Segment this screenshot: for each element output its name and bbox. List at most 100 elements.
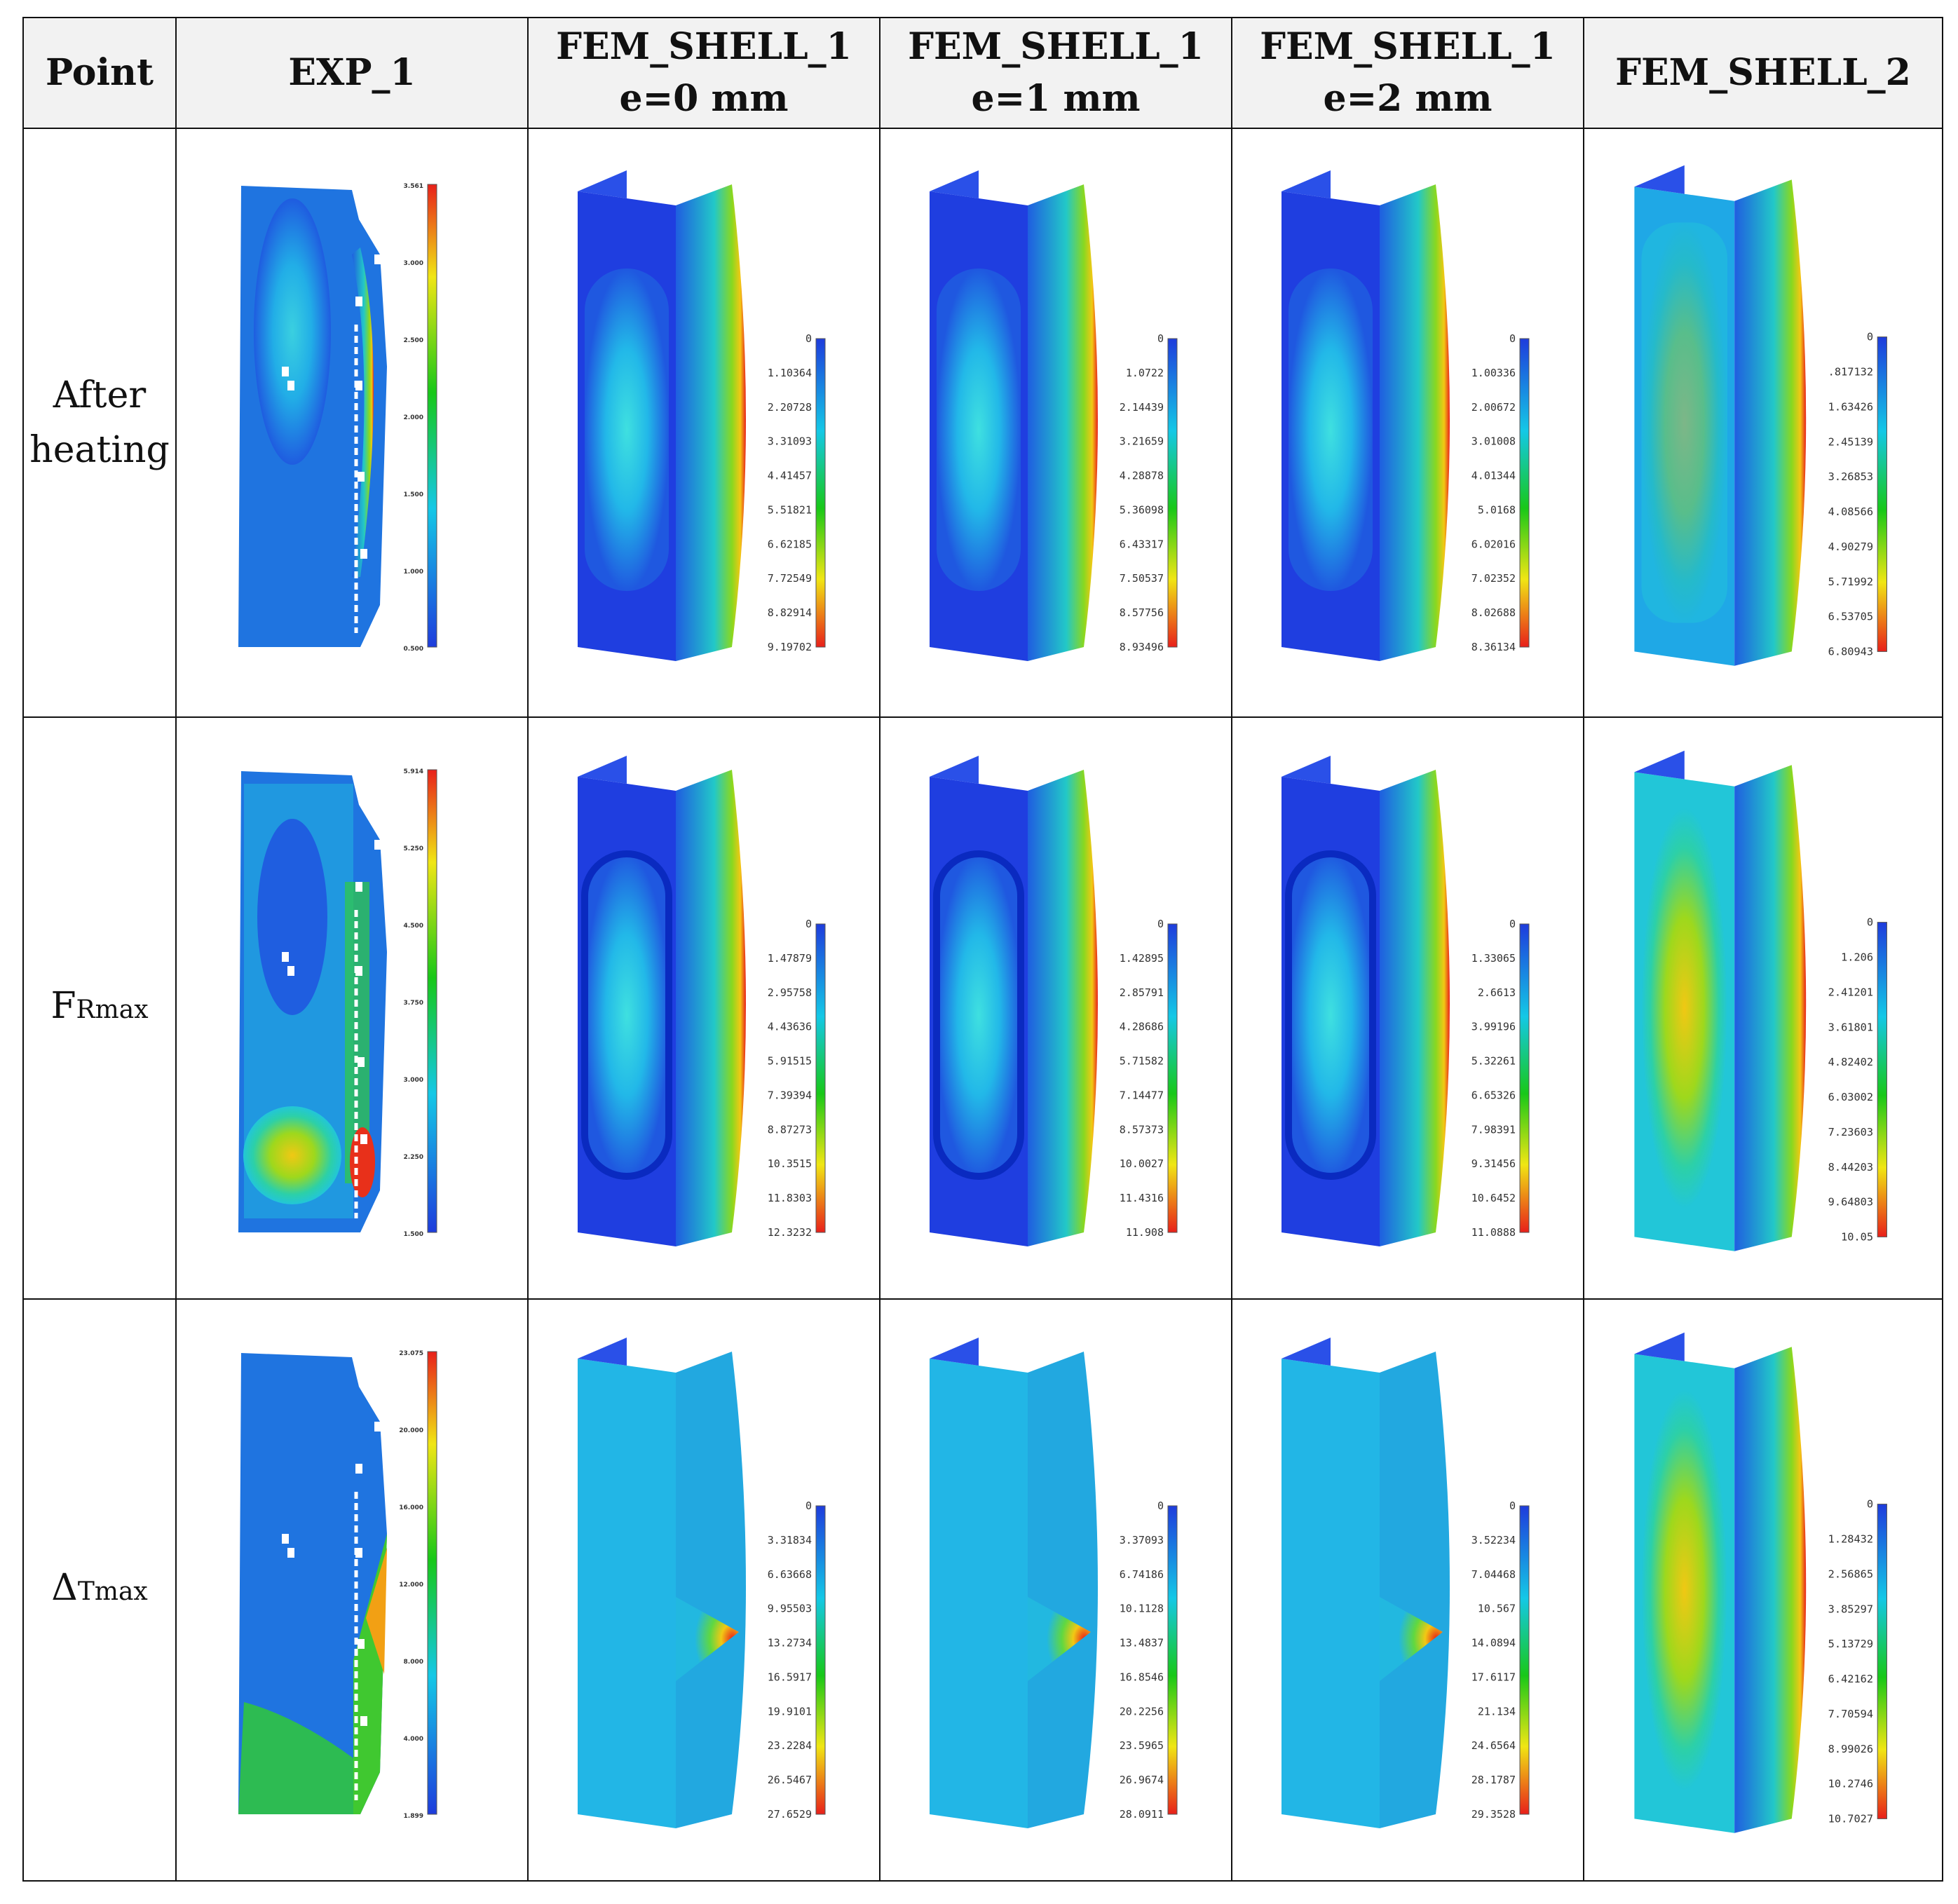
plot-frmax-fem-e2-column-side [1380,770,1450,1246]
plot-dtmax-fem-e2-column-front [1281,1359,1380,1828]
plot-after-heating-fem-shell2-scale-tick: .817132 [1828,366,1873,379]
plot-dtmax-fem-e0-peak-region [676,1597,739,1681]
plot-frmax-fem-e1-scale-tick: 2.85791 [1120,986,1164,999]
plot-dtmax-fem-e1-column-side [1028,1352,1098,1828]
plot-after-heating-fem-e0-scale-tick: 8.82914 [768,606,812,619]
plot-dtmax-exp-scale-tick: 16.000 [399,1504,423,1511]
header-fem-shell2: FEM_SHELL_2 [1583,17,1943,129]
plot-frmax-exp-scale-tick: 2.250 [404,1154,423,1161]
plot-frmax-fem-shell2-scale-tick: 10.05 [1841,1231,1873,1244]
plot-after-heating-fem-e2-scale-tick: 2.00672 [1471,401,1516,414]
plot-after-heating-fem-e1-scale-tick: 0 [1157,332,1164,345]
plot-dtmax-fem-e1-scale-tick: 3.37093 [1120,1534,1164,1546]
row-label-frmax: FRmax [22,716,177,1300]
plot-after-heating-fem-e2-scale-tick: 1.00336 [1471,367,1516,379]
plot-after-heating-exp-scale-tick: 2.500 [404,337,423,344]
plot-dtmax-fem-e0-scale-tick: 3.31834 [768,1534,812,1546]
plot-dtmax-fem-e1-color-scale [1167,1505,1178,1815]
plot-after-heating-exp-scale-tick: 3.561 [404,183,423,190]
plot-after-heating-fem-e0: 0 1.10364 2.20728 3.31093 4.41457 5.51821 6.62… [527,128,881,718]
plot-dtmax-fem-e2-scale-tick: 7.04468 [1471,1568,1516,1581]
plot-after-heating-fem-e1-scale-tick: 4.28878 [1120,470,1164,482]
plot-dtmax-fem-e0-scale-tick: 0 [805,1500,812,1512]
plot-dtmax-fem-e0-scale-tick: 6.63668 [768,1568,812,1581]
plot-dtmax-fem-e1-scale-tick: 26.9674 [1120,1774,1164,1786]
plot-frmax-fem-shell2-scale-tick: 2.41201 [1828,986,1873,998]
plot-frmax-fem-shell2-scale-tick: 4.82402 [1828,1056,1873,1068]
plot-after-heating-fem-e1-scale-tick: 6.43317 [1120,538,1164,550]
header-fem-e2-line2: e=2 mm [1323,77,1493,120]
plot-frmax-fem-shell2-scale-tick: 3.61801 [1828,1021,1873,1033]
plot-dtmax-fem-e0-scale-tick: 19.9101 [768,1705,812,1718]
plot-dtmax-fem-e2-scale-tick: 17.6117 [1471,1671,1516,1683]
plot-after-heating-fem-e2-scale-tick: 0 [1509,332,1516,345]
plot-after-heating-fem-shell2-scale-tick: 1.63426 [1828,400,1873,413]
plot-frmax-fem-e2-scale-tick: 6.65326 [1471,1089,1516,1101]
plot-dtmax-fem-e1-scale-tick: 28.0911 [1120,1808,1164,1821]
plot-frmax-fem-e1-color-scale [1167,923,1178,1233]
plot-dtmax-fem-e2-scale-tick: 28.1787 [1471,1774,1516,1786]
row-label-dtmax: ΔTmax [22,1298,177,1882]
plot-dtmax-fem-e0-column-side [676,1352,746,1828]
plot-frmax-fem-shell2: 0 1.206 2.41201 3.61801 4.82402 6.03002 7.2360… [1583,716,1943,1300]
plot-frmax-fem-e1-scale-tick: 4.28686 [1120,1021,1164,1033]
row-label-after-heating: After heating [22,128,177,718]
plot-dtmax-fem-shell2-scale-tick: 6.42162 [1828,1673,1873,1685]
plot-frmax-fem-shell2-scale-tick: 7.23603 [1828,1126,1873,1138]
header-fem-shell2-label: FEM_SHELL_2 [1615,51,1911,94]
plot-after-heating-fem-e0-scale-tick: 0 [805,332,812,345]
plot-dtmax-exp-scale-tick: 12.000 [399,1582,423,1589]
plot-dtmax-fem-e1-peak-region [1028,1597,1091,1681]
plot-dtmax-fem-e2-column-side [1380,1352,1450,1828]
plot-frmax-fem-e0: 0 1.47879 2.95758 4.43636 5.91515 7.39394 8.87… [527,716,881,1300]
plot-after-heating-exp-color-scale [427,184,437,648]
plot-after-heating-fem-e2: 0 1.00336 2.00672 3.01008 4.01344 5.0168 6.020… [1231,128,1584,718]
plot-dtmax-fem-shell2-scale-tick: 7.70594 [1828,1708,1873,1720]
plot-after-heating-fem-e2-scale-tick: 8.36134 [1471,641,1516,653]
plot-dtmax-fem-e1-scale-tick: 10.1128 [1120,1603,1164,1615]
plot-after-heating-fem-e1-scale-tick: 2.14439 [1120,401,1164,414]
header-exp-label: EXP_1 [288,51,416,94]
plot-frmax-fem-e0-scale-tick: 7.39394 [768,1089,812,1101]
plot-after-heating-fem-shell2: 0 .817132 1.63426 2.45139 3.26853 4.08566 4.90… [1583,128,1943,718]
plot-dtmax-fem-shell2-scale-tick: 0 [1867,1498,1873,1511]
plot-after-heating-fem-e1-color-scale [1167,338,1178,648]
contour-plot: 23.075 20.000 16.000 12.000 8.000 4.000 1.899 [238,1350,437,1820]
plot-frmax-fem-shell2-scale-tick: 6.03002 [1828,1091,1873,1103]
plot-frmax-fem-e1-scale-tick: 7.14477 [1120,1089,1164,1101]
plot-frmax-fem-e2-color-scale [1519,923,1530,1233]
plot-after-heating-fem-e0-scale-tick: 9.19702 [768,641,812,653]
plot-after-heating-exp-scale-tick: 3.000 [404,260,423,267]
plot-after-heating-exp-scale-tick: 1.500 [404,491,423,498]
contour-plot: 0 3.37093 6.74186 10.1128 13.4837 16.8546 20.2… [930,1338,1178,1828]
plot-frmax-exp-scale-tick: 3.750 [404,1000,423,1007]
contour-plot: 5.914 5.250 4.500 3.750 3.000 2.250 1.500 [238,768,437,1238]
plot-dtmax-fem-e0: 0 3.31834 6.63668 9.95503 13.2734 16.5917 19.9… [527,1298,881,1882]
plot-after-heating-exp-scale-tick: 1.000 [404,569,423,576]
plot-frmax-fem-e2-scale-tick: 0 [1509,918,1516,930]
plot-after-heating-exp-scale-tick: 2.000 [404,414,423,421]
plot-dtmax-exp-scale-tick: 4.000 [404,1736,423,1743]
plot-dtmax-fem-e0-scale-tick: 9.95503 [768,1603,812,1615]
plot-after-heating-fem-e2-scale-tick: 7.02352 [1471,572,1516,585]
plot-frmax-exp-color-scale [427,769,437,1233]
plot-dtmax-fem-shell2-scale-tick: 2.56865 [1828,1568,1873,1580]
plot-after-heating-fem-e0-scale-tick: 5.51821 [768,503,812,516]
plot-frmax-fem-shell2-scale-tick: 1.206 [1841,951,1873,964]
plot-frmax-fem-e1-column-side [1028,770,1098,1246]
plot-frmax-fem-e0-scale-tick: 11.8303 [768,1192,812,1204]
contour-plot: 0 1.10364 2.20728 3.31093 4.41457 5.51821 6.62… [578,170,826,661]
plot-dtmax-fem-e2-peak-region [1380,1597,1443,1681]
plot-frmax-fem-e0-scale-tick: 8.87273 [768,1123,812,1136]
plot-after-heating-fem-e2-scale-tick: 6.02016 [1471,538,1516,550]
plot-dtmax-fem-shell2: 0 1.28432 2.56865 3.85297 5.13729 6.42162 7.70… [1583,1298,1943,1882]
header-fem-e2-line1: FEM_SHELL_1 [1260,25,1556,68]
plot-after-heating-fem-e0-scale-tick: 1.10364 [768,367,812,379]
plot-dtmax-fem-shell2-column-side [1734,1347,1807,1833]
contour-plot: 0 1.206 2.41201 3.61801 4.82402 6.03002 7.2360… [1634,750,1887,1251]
plot-dtmax-fem-e0-column-front [578,1359,676,1828]
row-label-after-heating-line2: heating [29,429,170,471]
plot-after-heating-fem-e1: 0 1.0722 2.14439 3.21659 4.28878 5.36098 6.433… [879,128,1232,718]
plot-dtmax-fem-e0-scale-tick: 27.6529 [768,1808,812,1821]
plot-dtmax-fem-e2: 0 3.52234 7.04468 10.567 14.0894 17.6117 21.13… [1231,1298,1584,1882]
